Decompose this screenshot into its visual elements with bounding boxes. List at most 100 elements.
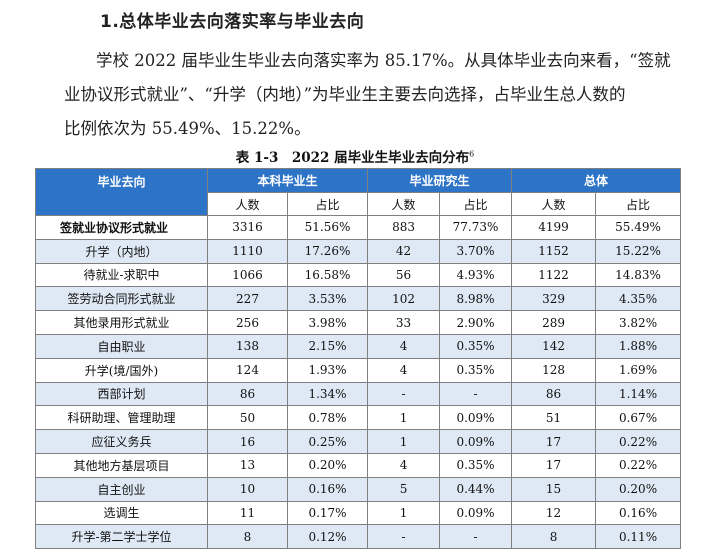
row-destination: 升学-第二学士学位	[35, 524, 208, 550]
total-count: 289	[511, 310, 597, 335]
total-count: 1122	[511, 262, 597, 288]
table-row: 待就业-求职中 1066 16.58% 56 4.93% 1122 14.83%	[35, 262, 682, 288]
row-destination: 自主创业	[35, 476, 208, 502]
total-count: 142	[511, 333, 597, 359]
postgrad-count: 4	[367, 452, 441, 478]
undergrad-ratio: 0.20%	[286, 452, 369, 478]
undergrad-ratio: 0.16%	[286, 476, 369, 502]
table-row: 科研助理、管理助理 50 0.78% 1 0.09% 51 0.67%	[35, 405, 682, 431]
undergrad-ratio: 3.98%	[286, 310, 369, 335]
table-row: 应征义务兵 16 0.25% 1 0.09% 17 0.22%	[35, 429, 682, 454]
undergrad-count: 10	[207, 476, 288, 502]
footnote-marker: 6	[469, 149, 475, 159]
undergrad-ratio: 51.56%	[286, 215, 369, 240]
total-ratio: 1.14%	[595, 381, 682, 407]
postgrad-count: 1	[367, 405, 441, 431]
row-destination: 升学（内地）	[35, 238, 208, 264]
total-ratio: 15.22%	[595, 238, 682, 264]
table-row: 升学-第二学士学位 8 0.12% - -8 0.11%	[35, 524, 682, 550]
table-caption: 表 1-3 2022 届毕业生毕业去向分布6	[0, 146, 710, 167]
postgrad-ratio: 8.98%	[439, 286, 513, 312]
total-count: 51	[511, 405, 597, 431]
total-ratio: 14.83%	[595, 262, 682, 288]
postgrad-ratio: 0.09%	[439, 500, 513, 526]
total-count: 4199	[511, 215, 597, 240]
total-ratio: 4.35%	[595, 286, 682, 312]
postgrad-count: 5	[367, 476, 441, 502]
postgrad-count: 4	[367, 333, 441, 359]
total-count: 86	[511, 381, 597, 407]
section-heading: 1.总体毕业去向落实率与毕业去向	[100, 12, 365, 32]
undergrad-count: 3316	[207, 215, 288, 240]
total-count: 128	[511, 357, 597, 383]
postgrad-count: -	[367, 524, 441, 550]
undergrad-ratio: 16.58%	[286, 262, 369, 288]
total-count: 17	[511, 452, 597, 478]
undergrad-ratio: 2.15%	[286, 333, 369, 359]
postgrad-ratio: -	[439, 381, 513, 407]
total-ratio: 1.69%	[595, 357, 682, 383]
postgrad-ratio: 0.09%	[439, 405, 513, 431]
table-row: 西部计划 86 1.34% - -86 1.14%	[35, 381, 682, 407]
row-destination: 升学(境/国外)	[35, 357, 208, 383]
total-count: 329	[511, 286, 597, 312]
postgrad-ratio: 77.73%	[439, 215, 513, 240]
row-destination: 西部计划	[35, 381, 208, 407]
undergrad-count: 1066	[207, 262, 288, 288]
total-count: 15	[511, 476, 597, 502]
postgrad-ratio: 0.35%	[439, 357, 513, 383]
row-destination: 签就业协议形式就业	[35, 215, 208, 240]
paragraph-line-1: 学校 2022 届毕业生毕业去向落实率为 85.17%。从具体毕业去向来看，“签…	[96, 51, 671, 70]
postgrad-ratio: 4.93%	[439, 262, 513, 288]
undergrad-count: 256	[207, 310, 288, 335]
undergrad-count: 13	[207, 452, 288, 478]
subheader-count: 人数	[511, 192, 597, 216]
subheader-ratio: 占比	[439, 192, 513, 216]
total-ratio: 0.22%	[595, 452, 682, 478]
postgrad-count: 56	[367, 262, 441, 288]
table-body: 签就业协议形式就业 3316 51.56% 883 77.73% 4199 55.49% 升学…	[35, 215, 682, 550]
total-count: 17	[511, 429, 597, 454]
total-ratio: 0.67%	[595, 405, 682, 431]
postgrad-ratio: 0.35%	[439, 333, 513, 359]
table-row: 升学（内地） 1110 17.26% 42 3.70% 1152 15.22%	[35, 238, 682, 264]
total-ratio: 0.16%	[595, 500, 682, 526]
body-paragraph: 学校 2022 届毕业生毕业去向落实率为 85.17%。从具体毕业去向来看，“签…	[64, 44, 694, 146]
undergrad-ratio: 17.26%	[286, 238, 369, 264]
postgrad-count: 883	[367, 215, 441, 240]
header-destination: 毕业去向	[35, 168, 208, 216]
table-row: 其他地方基层项目 13 0.20% 4 0.35% 17 0.22%	[35, 452, 682, 478]
table-row: 签劳动合同形式就业 227 3.53% 102 8.98% 329 4.35%	[35, 286, 682, 312]
undergrad-ratio: 0.12%	[286, 524, 369, 550]
paragraph-line-2: 业协议形式就业”、“升学（内地）”为毕业生主要去向选择，占毕业生总人数的	[64, 85, 626, 104]
table-row: 其他录用形式就业 256 3.98% 33 2.90% 289 3.82%	[35, 310, 682, 335]
table-subheader-row: 人数 占比 人数 占比 人数 占比	[36, 192, 682, 216]
postgrad-count: 4	[367, 357, 441, 383]
undergrad-count: 86	[207, 381, 288, 407]
paragraph-line-3: 比例依次为 55.49%、15.22%。	[64, 119, 311, 138]
row-destination: 其他地方基层项目	[35, 452, 208, 478]
postgrad-ratio: 0.44%	[439, 476, 513, 502]
undergrad-count: 8	[207, 524, 288, 550]
postgrad-ratio: 3.70%	[439, 238, 513, 264]
undergrad-ratio: 3.53%	[286, 286, 369, 312]
postgrad-ratio: -	[439, 524, 513, 550]
undergrad-count: 11	[207, 500, 288, 526]
total-count: 8	[511, 524, 597, 550]
table-header-row: 毕业去向 本科毕业生 毕业研究生 总体	[35, 168, 682, 216]
undergrad-count: 124	[207, 357, 288, 383]
subheader-ratio: 占比	[286, 192, 369, 216]
row-destination: 选调生	[35, 500, 208, 526]
destination-table: 毕业去向 本科毕业生 毕业研究生 总体 人数 占比 人数 占比 人数 占比 签就…	[35, 168, 682, 550]
header-postgrad: 毕业研究生	[367, 168, 513, 193]
total-ratio: 3.82%	[595, 310, 682, 335]
total-count: 1152	[511, 238, 597, 264]
table-row: 升学(境/国外) 124 1.93% 4 0.35% 128 1.69%	[35, 357, 682, 383]
undergrad-count: 50	[207, 405, 288, 431]
undergrad-ratio: 0.25%	[286, 429, 369, 454]
paragraph-line: 学校 2022 届毕业生毕业去向落实率为 85.17%。从具体毕业去向来看，“签…	[64, 44, 694, 78]
postgrad-count: 1	[367, 500, 441, 526]
header-total: 总体	[511, 168, 682, 193]
subheader-ratio: 占比	[595, 192, 682, 216]
postgrad-ratio: 2.90%	[439, 310, 513, 335]
